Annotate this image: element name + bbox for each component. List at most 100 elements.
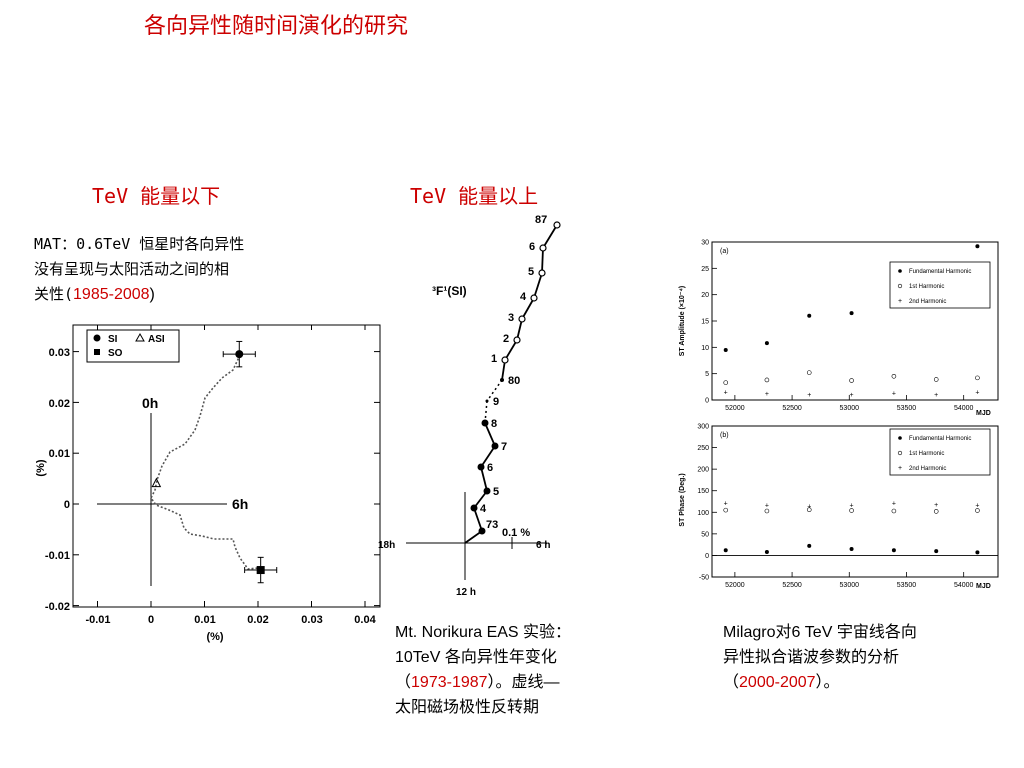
norikura-point-label: 73 bbox=[486, 519, 498, 531]
mat-label-6h: 6h bbox=[232, 496, 248, 512]
milagro-caption-line1: Milagro对6 TeV 宇宙线各向 bbox=[723, 624, 917, 641]
milagro-amplitude-chart: (a) ST Amplitude (×10⁻⁴) MJD 52000 52500 5… bbox=[679, 240, 999, 417]
norikura-segment bbox=[486, 379, 503, 402]
norikura-point-label: 8 bbox=[491, 418, 497, 430]
mat-legend-si-marker bbox=[93, 334, 101, 342]
mat-legend-so: SO bbox=[108, 348, 123, 359]
mat-xtick-label: 0.04 bbox=[354, 614, 376, 626]
mat-ytick-label: -0.01 bbox=[45, 550, 70, 562]
norikura-point-label: 3 bbox=[508, 312, 514, 324]
norikura-point-label: 6 bbox=[487, 462, 493, 474]
mat-chart: 0.03 0.02 0.01 0 -0.01 -0.02 -0.01 0 0.0… bbox=[35, 324, 381, 643]
milagro-point-2nd: + bbox=[850, 392, 854, 399]
milagro-point-fundamental bbox=[891, 548, 896, 553]
mat-ytick-label: 0.01 bbox=[49, 448, 70, 460]
milagro-caption: Milagro对6 TeV 宇宙线各向 异性拟合谐波参数的分析 （2000-20… bbox=[723, 620, 1013, 695]
milagro-point-fundamental bbox=[807, 313, 812, 318]
norikura-segment bbox=[480, 445, 496, 468]
mat-xtick-label: 0 bbox=[148, 614, 154, 626]
milagro-ytick-label: 150 bbox=[697, 488, 709, 495]
milagro-xtick-label: 53000 bbox=[840, 582, 860, 589]
milagro-ytick-label: 5 bbox=[705, 371, 709, 378]
norikura-point-dot bbox=[485, 399, 489, 403]
mat-legend-asi: ASI bbox=[148, 334, 165, 345]
milagro-ytick-label: 10 bbox=[701, 345, 709, 352]
milagro-xtick-label: 53500 bbox=[897, 405, 917, 412]
milagro-point-fundamental bbox=[764, 341, 769, 346]
norikura-point-label: 9 bbox=[493, 396, 499, 408]
milagro-point-fundamental bbox=[849, 311, 854, 316]
milagro-point-1st bbox=[806, 370, 812, 375]
milagro-point-1st bbox=[975, 508, 980, 513]
milagro-point-2nd: + bbox=[934, 392, 938, 399]
norikura-label-scale: 0.1 % bbox=[502, 527, 530, 539]
milagro-a-legend-2nd-marker: + bbox=[898, 298, 902, 305]
norikura-label-12h: 12 h bbox=[456, 587, 476, 598]
mat-x-tick-labels: -0.01 0 0.01 0.02 0.03 0.04 bbox=[85, 614, 376, 626]
norikura-point-label: 4 bbox=[520, 291, 527, 303]
milagro-point-1st bbox=[849, 378, 854, 383]
mat-points bbox=[151, 340, 278, 584]
milagro-point-2nd: + bbox=[807, 392, 811, 399]
milagro-xtick-label: 52000 bbox=[725, 405, 745, 412]
norikura-point-label: 4 bbox=[480, 503, 487, 515]
norikura-segment bbox=[541, 247, 544, 274]
milagro-caption-years: 2000-2007 bbox=[739, 674, 816, 691]
mat-caption-line1: MAT：0.6TeV 恒星时各向异性 bbox=[34, 235, 245, 253]
milagro-a-xlabel: MJD bbox=[976, 410, 991, 417]
norikura-label-3f1: ³F¹(SI) bbox=[432, 284, 467, 298]
milagro-xtick-label: 53000 bbox=[840, 405, 860, 412]
mat-caption-line3-prefix: 关性( bbox=[34, 285, 74, 303]
norikura-point-filled bbox=[478, 527, 486, 535]
milagro-caption-open: （ bbox=[723, 674, 740, 691]
heading-below-tev: TeV 能量以下 bbox=[92, 184, 221, 208]
milagro-a-legend-fund-marker bbox=[898, 269, 902, 273]
norikura-point-open bbox=[518, 315, 526, 323]
milagro-point-2nd: + bbox=[724, 500, 728, 507]
milagro-b-panel-label: (b) bbox=[720, 432, 729, 439]
mat-xtick-label: -0.01 bbox=[85, 614, 110, 626]
milagro-a-legend-1st-marker bbox=[897, 283, 903, 289]
milagro-ytick-label: 25 bbox=[701, 266, 709, 273]
milagro-point-1st bbox=[933, 509, 939, 514]
milagro-xtick-label: 53500 bbox=[897, 582, 917, 589]
milagro-point-2nd: + bbox=[765, 391, 769, 398]
milagro-point-1st bbox=[806, 507, 812, 512]
milagro-point-1st bbox=[975, 375, 980, 381]
milagro-b-content: 52000 52500 53000 53500 54000 -50 0 50 100 150 200… bbox=[697, 424, 998, 589]
norikura-segment bbox=[504, 339, 518, 361]
norikura-point-label: 6 bbox=[529, 241, 535, 253]
milagro-a-panel-label: (a) bbox=[720, 248, 729, 255]
milagro-xtick-label: 54000 bbox=[954, 582, 974, 589]
norikura-point-filled bbox=[483, 487, 491, 495]
milagro-a-legend-fund: Fundamental Harmonic bbox=[909, 269, 971, 275]
norikura-caption-line1: Mt. Norikura EAS 实验： bbox=[395, 624, 572, 641]
norikura-point-label: 80 bbox=[508, 375, 520, 387]
milagro-ytick-label: 20 bbox=[701, 292, 709, 299]
milagro-ytick-label: 300 bbox=[697, 424, 709, 431]
mat-caption: MAT：0.6TeV 恒星时各向异性 没有呈现与太阳活动之间的相 关性(1985… bbox=[34, 232, 344, 307]
norikura-segment bbox=[521, 297, 535, 320]
milagro-b-ylabel: ST Phase (Deg.) bbox=[679, 473, 686, 526]
norikura-point-open bbox=[538, 269, 546, 277]
mat-xtick-label: 0.02 bbox=[247, 614, 268, 626]
milagro-point-1st bbox=[764, 377, 770, 383]
milagro-ytick-label: 100 bbox=[697, 510, 709, 517]
milagro-ytick-label: 0 bbox=[705, 553, 709, 560]
norikura-point-open bbox=[539, 244, 547, 252]
mat-xlabel: (%) bbox=[206, 631, 223, 643]
norikura-chart: 18h 6 h 12 h 0.1 % ³F¹(SI) 8765432180987… bbox=[378, 214, 561, 598]
mat-y-tick-labels: 0.03 0.02 0.01 0 -0.01 -0.02 bbox=[45, 347, 70, 613]
norikura-caption-close: ）。虚线— bbox=[487, 674, 560, 691]
slide-title: 各向异性随时间演化的研究 bbox=[144, 14, 409, 39]
milagro-ytick-label: 50 bbox=[701, 531, 709, 538]
milagro-point-1st bbox=[764, 508, 770, 514]
mat-plot-frame bbox=[72, 324, 381, 608]
heading-above-tev: TeV 能量以上 bbox=[410, 184, 539, 208]
milagro-a-legend-2nd: 2nd Harmonic bbox=[909, 299, 946, 305]
norikura-point-open bbox=[530, 294, 538, 302]
mat-ytick-label: 0.02 bbox=[49, 398, 70, 410]
mat-caption-years: 1985-2008 bbox=[73, 286, 150, 303]
norikura-point-label: 7 bbox=[501, 441, 507, 453]
